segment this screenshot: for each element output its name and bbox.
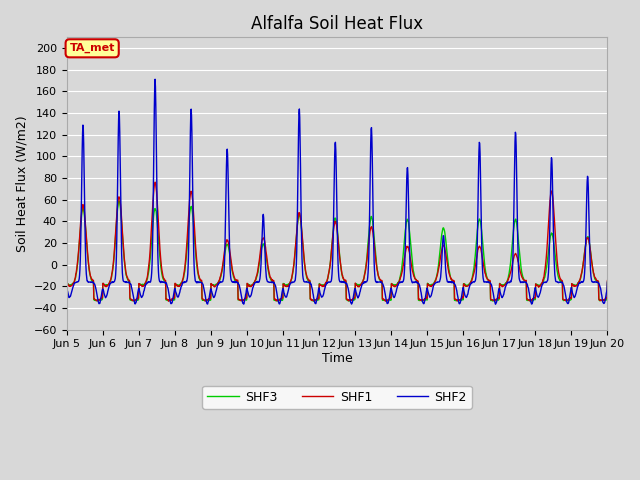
Line: SHF1: SHF1 (67, 182, 607, 301)
SHF2 (492, 301, 499, 307)
SHF1 (382, 299, 390, 304)
SHF3 (170, 297, 178, 302)
SHF1 (63, 280, 70, 286)
SHF1 (151, 180, 159, 185)
SHF1 (492, 297, 500, 303)
SHF2 (63, 286, 70, 291)
Title: Alfalfa Soil Heat Flux: Alfalfa Soil Heat Flux (251, 15, 423, 33)
SHF3 (421, 297, 429, 303)
X-axis label: Time: Time (322, 352, 353, 365)
SHF2 (151, 76, 159, 82)
SHF2 (540, 280, 548, 286)
SHF3 (492, 298, 500, 303)
SHF3 (184, 240, 191, 246)
SHF2 (244, 289, 252, 295)
SHF2 (604, 279, 611, 285)
SHF1 (244, 282, 252, 288)
SHF2 (421, 296, 429, 301)
Line: SHF3: SHF3 (67, 201, 607, 301)
SHF1 (422, 296, 429, 301)
Legend: SHF3, SHF1, SHF2: SHF3, SHF1, SHF2 (202, 385, 472, 408)
SHF3 (604, 279, 611, 285)
SHF1 (604, 278, 611, 284)
SHF2 (492, 300, 500, 306)
Text: TA_met: TA_met (70, 43, 115, 53)
SHF1 (184, 232, 191, 238)
Y-axis label: Soil Heat Flux (W/m2): Soil Heat Flux (W/m2) (15, 115, 28, 252)
SHF3 (115, 198, 123, 204)
SHF1 (540, 275, 548, 280)
SHF2 (184, 275, 191, 281)
SHF3 (63, 281, 70, 287)
SHF3 (563, 299, 570, 304)
SHF1 (170, 296, 178, 301)
Line: SHF2: SHF2 (67, 79, 607, 304)
SHF3 (244, 281, 252, 287)
SHF3 (540, 278, 547, 284)
SHF2 (170, 288, 178, 293)
